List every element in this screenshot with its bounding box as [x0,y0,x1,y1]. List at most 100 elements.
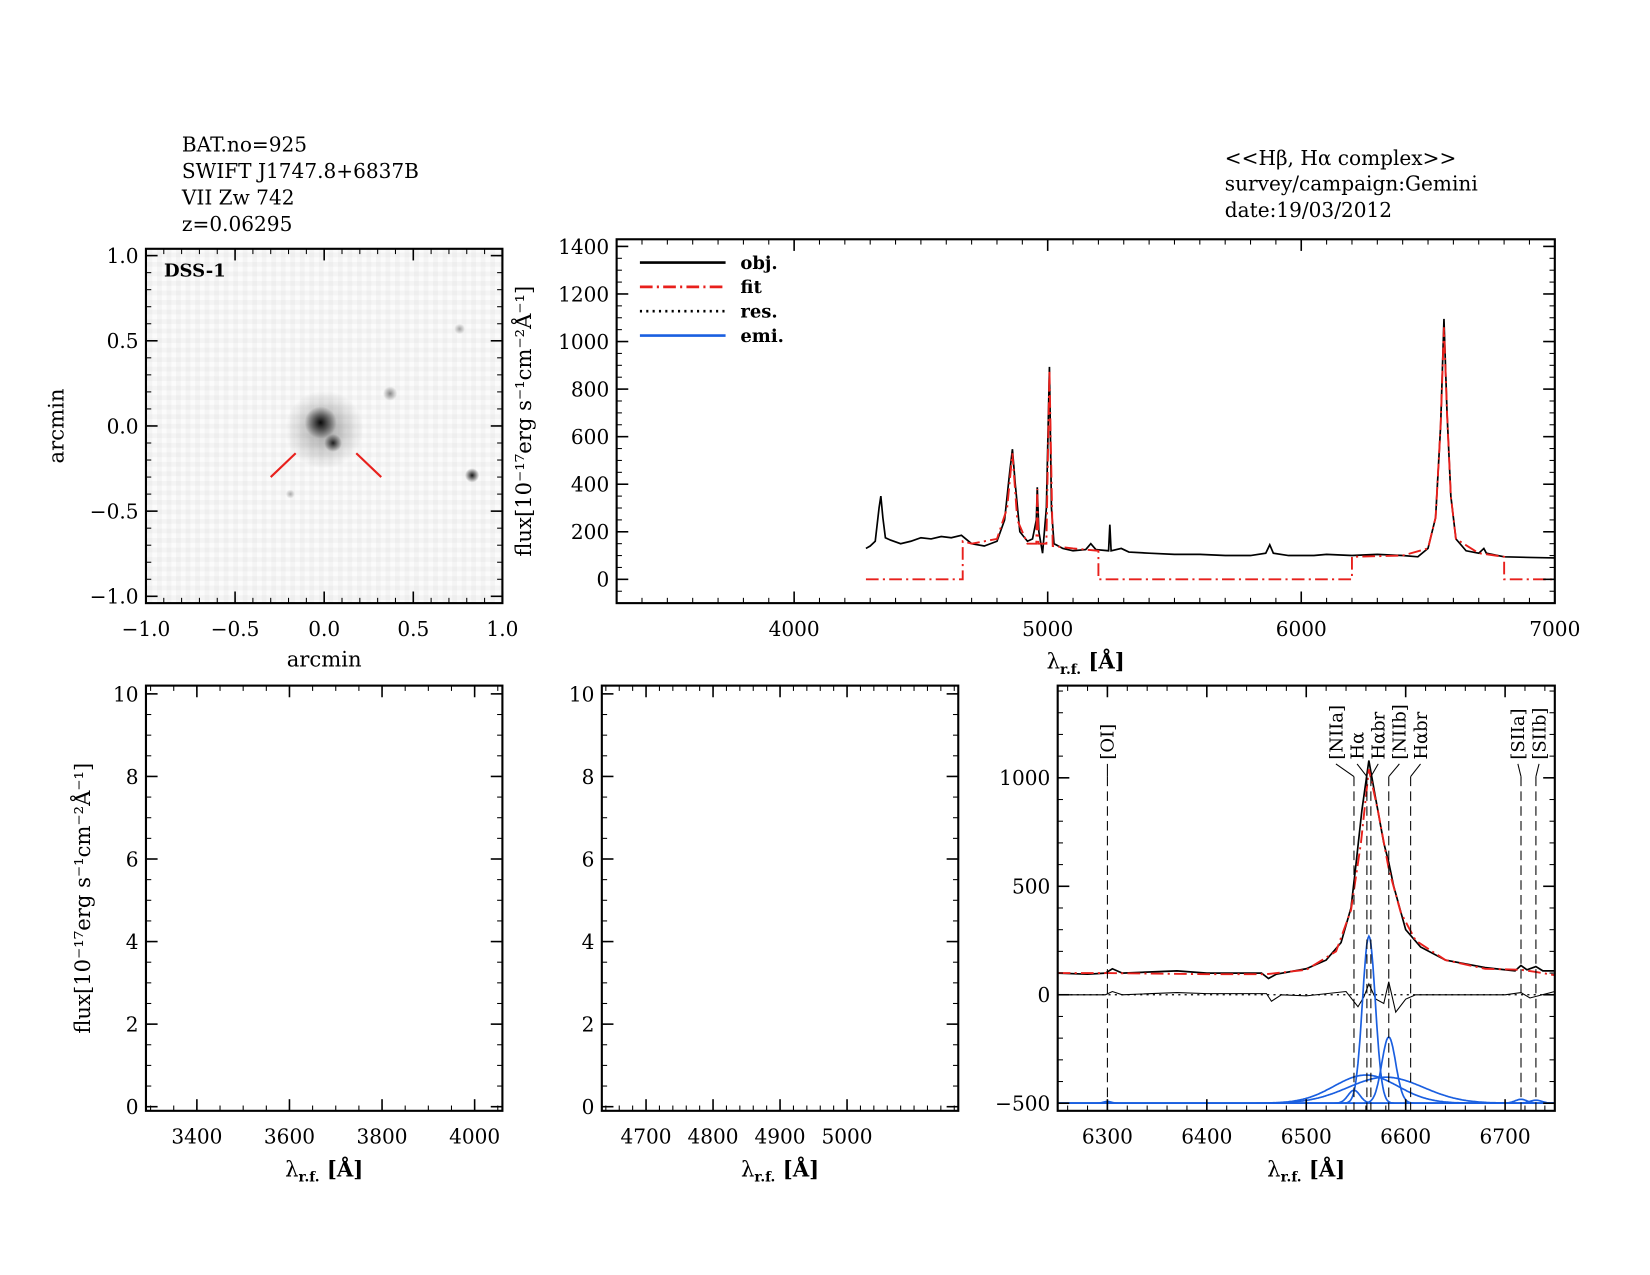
line-marker-connector-3 [1370,763,1379,777]
legend-entry-emi: emi. [639,326,784,347]
legend-entry-obj: obj. [639,253,778,274]
x-tick-label: 0.0 [308,617,340,641]
x-axis-unit: [Å] [1081,649,1125,674]
y-tick-label: 2 [126,1013,139,1037]
legend-label: fit [740,277,762,298]
x-axis-subscript: r.f. [1281,1170,1302,1186]
x-axis-label: λr.f. [Å] [1047,649,1125,678]
x-tick-label: 6500 [1281,1125,1332,1149]
source [382,386,398,401]
x-axis-symbol: λ [1267,1156,1280,1181]
x-tick-label: −0.5 [211,617,260,641]
line-marker-connector-7 [1535,763,1540,777]
target-marker-left [269,452,297,478]
series-res [1057,981,1555,1014]
y-tick-label: 1200 [558,282,609,306]
legend-label: obj. [740,253,777,274]
y-tick-label: 0 [1038,983,1051,1007]
emission-component-4 [1057,1074,1555,1105]
panel-full: 4000 5000 6000 7000 0 200 400 600 800 1000 1200 140… [511,235,1580,678]
panel-image: DSS-1 −1.0 −0.5 0.0 0.5 1.0 −1.0 −0.5 0.0 0.5 1.0 a… [43,244,518,672]
axes-frame [1056,684,1556,1112]
line-label-5: Hαbr [1411,711,1432,759]
line-label-7: [SIIb] [1529,708,1550,760]
y-tick-label: 6 [126,847,139,871]
x-tick-label: 4900 [754,1125,805,1149]
x-axis-subscript: r.f. [754,1170,775,1186]
source [464,468,480,483]
legend-entry-fit: fit [639,277,762,298]
swift-name: SWIFT J1747.8+6837B [182,159,419,183]
legend-label: res. [740,302,777,323]
y-tick-label: 8 [582,765,595,789]
panel-halpha: [OI] [NIIa] Hα Hαbr [NIIb] Hαbr [SIIa] [SIIb]63… [995,684,1556,1186]
x-tick-label: 6000 [1276,617,1327,641]
x-axis-unit: [Å] [319,1156,363,1181]
emission-component-3 [1057,1036,1555,1105]
y-axis-label: arcmin [43,388,68,463]
axes-frame [144,684,504,1112]
axes-frame [615,238,1556,605]
line-marker-connector-2 [1356,763,1368,777]
x-axis-label: λr.f. [Å] [741,1156,819,1185]
series-fit [1057,768,1555,977]
bat-number: BAT.no=925 [182,132,307,156]
line-label-2: Hα [1347,732,1368,760]
line-marker-connector-1 [1335,763,1355,778]
series-obj [1057,760,1555,980]
x-tick-label: 1.0 [486,617,518,641]
y-tick-label: 200 [571,520,609,544]
x-tick-label: 4800 [687,1125,738,1149]
panels: DSS-1 −1.0 −0.5 0.0 0.5 1.0 −1.0 −0.5 0.0 0.5 1.0 a… [43,235,1580,1186]
source [285,489,295,499]
y-tick-label: 6 [582,847,595,871]
line-marker-connector-4 [1388,763,1400,777]
line-marker-connector-5 [1410,763,1421,777]
panel-hbeta: 4700 4800 4900 5000 0 2 4 6 8 10 λr.f. [Å] [569,682,960,1186]
y-tick-label: −0.5 [90,500,139,524]
source [284,390,364,469]
source [454,323,465,335]
line-marker-connector-6 [1517,763,1522,777]
y-tick-label: −500 [995,1092,1050,1116]
y-tick-label: 0.5 [107,329,139,353]
y-tick-label: 10 [113,682,139,706]
y-tick-label: 4 [126,930,139,954]
x-tick-label: 3600 [264,1125,315,1149]
series-obj [865,318,1555,559]
legend-entry-res: res. [639,302,778,323]
plot-area [1057,760,1555,1105]
x-axis-label: λr.f. [Å] [285,1156,363,1185]
x-tick-label: 4000 [449,1125,500,1149]
x-tick-label: 6300 [1082,1125,1133,1149]
line-label-6: [SIIa] [1508,708,1529,759]
observation-date: date:19/03/2012 [1225,198,1392,222]
y-axis-label: flux[10⁻¹⁷erg s⁻¹cm⁻²Å⁻¹] [70,763,95,1034]
x-axis-unit: [Å] [775,1156,819,1181]
header-left: BAT.no=925 SWIFT J1747.8+6837B VII Zw 74… [181,132,419,235]
panel-blue: 3400 3600 3800 4000 0 2 4 6 8 10 λr.f. [Å] flux[10⁻… [70,682,504,1186]
y-tick-label: 0 [582,1095,595,1119]
target-marker-right [355,452,382,478]
x-axis-label: arcmin [287,647,362,672]
emission-component-2 [1057,934,1555,1105]
x-tick-label: 3400 [171,1125,222,1149]
y-tick-label: 0.0 [107,414,139,438]
x-tick-label: 5000 [1022,617,1073,641]
axes-frame [600,684,960,1112]
x-axis-symbol: λ [1047,649,1060,674]
y-tick-label: 2 [582,1013,595,1037]
y-tick-label: 10 [569,682,595,706]
line-label-0: [OI] [1098,724,1119,760]
x-axis-subscript: r.f. [1060,662,1081,678]
x-axis-unit: [Å] [1302,1156,1346,1181]
x-axis-label: λr.f. [Å] [1267,1156,1345,1185]
line-label-3: Hαbr [1369,711,1390,759]
survey-label: DSS-1 [164,260,226,281]
y-tick-label: 0 [126,1095,139,1119]
y-tick-label: 600 [571,425,609,449]
x-tick-label: 6700 [1480,1125,1531,1149]
plot-area [865,318,1555,581]
galaxy-name: VII Zw 742 [181,185,295,209]
